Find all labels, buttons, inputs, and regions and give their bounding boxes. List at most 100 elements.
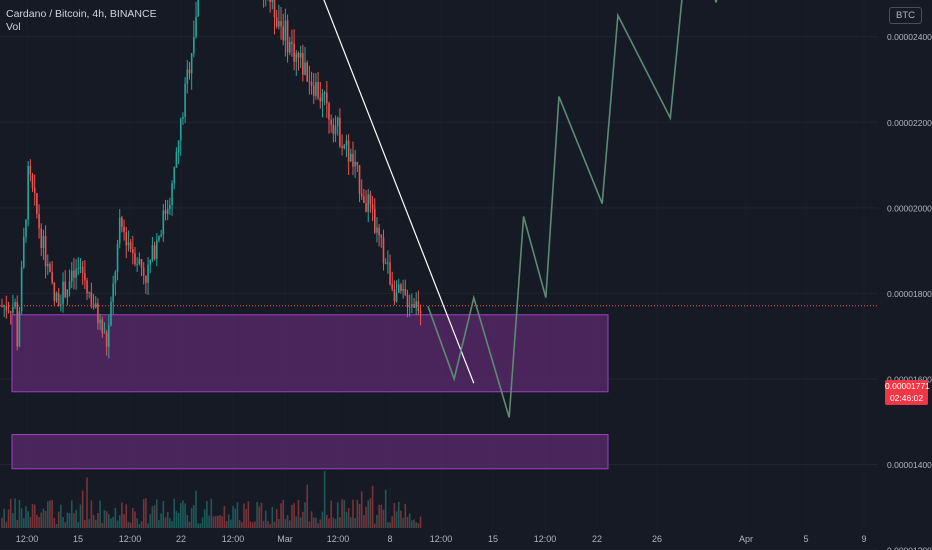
candle-body bbox=[384, 263, 387, 265]
volume-bar bbox=[158, 520, 160, 528]
candle-body bbox=[382, 237, 385, 264]
candle-body bbox=[162, 210, 165, 235]
projection-path[interactable] bbox=[427, 0, 752, 418]
volume-bar bbox=[212, 516, 215, 528]
volume-bar bbox=[88, 519, 90, 528]
candle-body bbox=[73, 270, 75, 278]
x-tick-label: 22 bbox=[176, 534, 186, 544]
trendline[interactable] bbox=[238, 0, 475, 384]
x-tick-label: Apr bbox=[739, 534, 753, 544]
candle-body bbox=[136, 264, 138, 266]
candle-body bbox=[378, 227, 380, 236]
candle-body bbox=[129, 242, 132, 250]
candle-body bbox=[134, 253, 136, 265]
volume-bar bbox=[81, 490, 84, 528]
x-tick-label: 12:00 bbox=[534, 534, 557, 544]
volume-bar bbox=[134, 511, 136, 528]
candle-body bbox=[365, 202, 367, 212]
candle-body bbox=[173, 167, 176, 184]
candle-body bbox=[160, 234, 162, 237]
candle-body bbox=[306, 62, 308, 82]
trendline-segment bbox=[323, 0, 475, 384]
candle-body bbox=[9, 311, 12, 313]
volume-bar bbox=[73, 513, 75, 528]
candle-body bbox=[153, 245, 156, 259]
symbol-title[interactable]: Cardano / Bitcoin, 4h, BINANCE bbox=[6, 8, 157, 20]
y-tick-label: 0.00001200 bbox=[887, 546, 932, 550]
volume-bar bbox=[77, 522, 80, 528]
volume-bar bbox=[182, 500, 184, 528]
candle-body bbox=[380, 235, 383, 238]
volume-bar bbox=[108, 514, 110, 528]
volume-bar bbox=[112, 516, 114, 528]
candle-body bbox=[336, 117, 339, 126]
candle-body bbox=[171, 183, 173, 206]
candle-body bbox=[350, 153, 352, 162]
candle-body bbox=[326, 92, 328, 104]
candle-body bbox=[321, 93, 324, 102]
volume-bar bbox=[31, 504, 34, 528]
demand-zones[interactable] bbox=[11, 314, 609, 470]
candle-body bbox=[33, 187, 36, 194]
candle-body bbox=[288, 41, 291, 53]
candle-body bbox=[343, 145, 346, 148]
volume-bar bbox=[256, 502, 258, 528]
volume-bar bbox=[284, 519, 287, 528]
volume-bar bbox=[175, 511, 178, 528]
candle-body bbox=[393, 289, 396, 302]
candle-body bbox=[64, 281, 67, 298]
candle-body bbox=[317, 82, 319, 98]
volume-bar bbox=[179, 503, 182, 528]
y-tick-label: 0.00002000 bbox=[887, 203, 932, 213]
volume-bar bbox=[169, 518, 171, 528]
candle-body bbox=[295, 53, 298, 62]
volume-bar bbox=[267, 520, 269, 528]
volume-bar bbox=[23, 518, 25, 528]
candle-body bbox=[371, 204, 374, 209]
volume-bar bbox=[162, 500, 165, 528]
volume-bar bbox=[153, 505, 156, 528]
x-tick-label: Mar bbox=[277, 534, 293, 544]
volume-indicator-label[interactable]: Vol bbox=[6, 21, 21, 33]
volume-bar bbox=[25, 506, 27, 528]
volume-bar bbox=[49, 500, 51, 528]
candle-body bbox=[302, 52, 304, 75]
volume-bar bbox=[336, 502, 339, 528]
candle-body bbox=[363, 196, 365, 203]
volume-bar bbox=[230, 519, 232, 528]
candle-body bbox=[188, 69, 191, 74]
candle-body bbox=[12, 306, 14, 313]
candle-body bbox=[177, 140, 180, 153]
candle-body bbox=[387, 262, 389, 264]
candle-body bbox=[360, 193, 363, 197]
candle-body bbox=[16, 302, 19, 347]
volume-bar bbox=[356, 499, 359, 528]
candle-body bbox=[5, 305, 8, 311]
volume-bar bbox=[380, 504, 383, 528]
volume-bars bbox=[1, 471, 422, 528]
candle-body bbox=[49, 263, 51, 272]
x-tick-label: 8 bbox=[387, 534, 392, 544]
volume-bar bbox=[258, 506, 261, 528]
price-axis[interactable]: 0.000034000.000032000.000030000.00002800… bbox=[887, 0, 932, 550]
volume-bar bbox=[38, 517, 40, 528]
candle-body bbox=[397, 284, 400, 293]
candle-body bbox=[389, 262, 391, 285]
volume-bar bbox=[304, 502, 306, 528]
last-price-tag: 0.00001771 02:46:02 bbox=[885, 380, 930, 405]
volume-bar bbox=[145, 498, 147, 528]
candle-body bbox=[376, 227, 378, 233]
candle-body bbox=[27, 165, 29, 220]
currency-badge[interactable]: BTC bbox=[889, 7, 922, 24]
volume-bar bbox=[367, 500, 370, 528]
volume-bar bbox=[280, 503, 282, 528]
candle-body bbox=[297, 53, 300, 58]
volume-bar bbox=[171, 521, 173, 528]
time-axis[interactable]: 12:00 15 12:00 22 12:00 Mar 12:00 8 12:00 15 12:00… bbox=[16, 534, 867, 544]
candle-body bbox=[105, 332, 108, 347]
volume-bar bbox=[116, 520, 119, 528]
candle-body bbox=[395, 292, 398, 302]
candle-body bbox=[114, 272, 117, 284]
volume-bar bbox=[138, 523, 141, 528]
